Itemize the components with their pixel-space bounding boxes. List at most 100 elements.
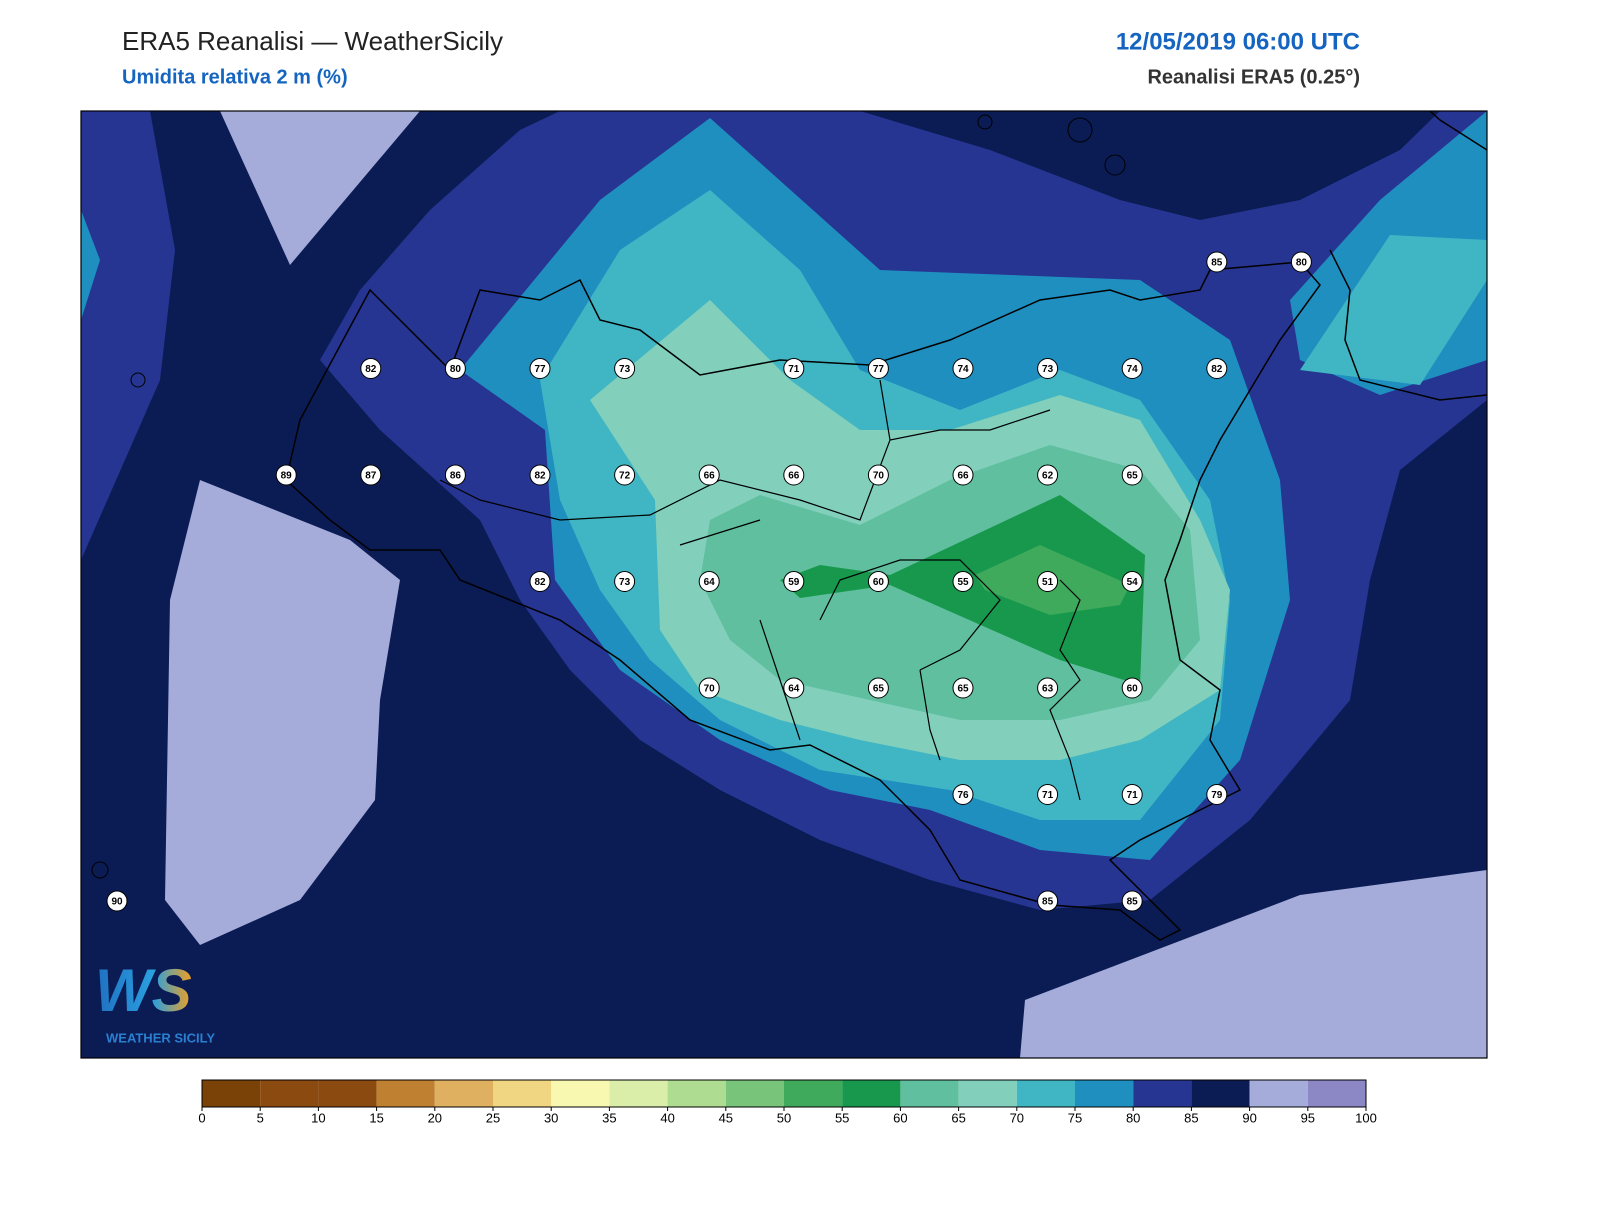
contour <box>165 480 400 945</box>
station-value: 66 <box>704 471 716 482</box>
station-marker <box>1121 464 1143 486</box>
station-marker <box>783 464 805 486</box>
station-value: 73 <box>619 364 631 375</box>
station-value: 79 <box>1211 790 1223 801</box>
station-value: 85 <box>1211 258 1223 269</box>
station-value: 76 <box>957 790 969 801</box>
station-marker <box>1206 251 1228 273</box>
station-value: 51 <box>1042 577 1054 588</box>
station-value: 62 <box>1042 471 1054 482</box>
contour <box>1300 235 1487 385</box>
station-marker <box>1290 251 1312 273</box>
station-marker <box>783 677 805 699</box>
title: ERA5 Reanalisi — WeatherSicily <box>122 26 503 56</box>
station-marker <box>106 890 128 912</box>
station-marker <box>1037 464 1059 486</box>
station-marker <box>1206 784 1228 805</box>
station-marker <box>614 571 636 592</box>
station-value: 77 <box>873 364 885 375</box>
station-marker <box>867 464 889 486</box>
colorbar-tick-label: 40 <box>660 1110 674 1125</box>
colorbar-tick-label: 80 <box>1126 1110 1140 1125</box>
station-value: 80 <box>1296 258 1308 269</box>
colorbar-tick-label: 20 <box>428 1110 442 1125</box>
station-marker <box>275 464 297 486</box>
station-marker <box>952 677 974 699</box>
station-value: 64 <box>704 577 716 588</box>
station-value: 85 <box>1127 897 1139 908</box>
subtitle: Umidita relativa 2 m (%) <box>122 66 348 88</box>
coastline <box>1329 111 1487 401</box>
station-value: 54 <box>1127 577 1139 588</box>
colorbar-tick-label: 55 <box>835 1110 849 1125</box>
colorbar-tick-label: 60 <box>893 1110 907 1125</box>
station-value: 66 <box>788 471 800 482</box>
station-marker <box>867 571 889 592</box>
colorbar-bin <box>1133 1080 1192 1107</box>
station-marker <box>1121 890 1143 912</box>
station-value: 60 <box>1127 684 1139 695</box>
colorbar-tick-label: 0 <box>198 1110 205 1125</box>
station-marker <box>1206 358 1228 379</box>
colorbar-bin <box>1075 1080 1134 1107</box>
station-marker <box>867 677 889 699</box>
logo: WS <box>95 957 192 1024</box>
colorbar-tick-label: 30 <box>544 1110 558 1125</box>
island <box>130 372 146 388</box>
station-value: 66 <box>957 471 969 482</box>
station-value: 82 <box>534 471 546 482</box>
colorbar-bin <box>434 1080 493 1107</box>
colorbar-tick-label: 35 <box>602 1110 616 1125</box>
station-marker <box>1121 784 1143 805</box>
coastline <box>285 261 1321 941</box>
colorbar-tick-label: 85 <box>1184 1110 1198 1125</box>
colorbar-bin <box>551 1080 610 1107</box>
station-value: 73 <box>619 577 631 588</box>
colorbar-tick-label: 95 <box>1301 1110 1315 1125</box>
colorbar-bin <box>1016 1080 1075 1107</box>
colorbar-bin <box>667 1080 726 1107</box>
station-marker <box>444 358 466 379</box>
station-value: 73 <box>1042 364 1054 375</box>
colorbar-tick-label: 90 <box>1242 1110 1256 1125</box>
contour <box>81 210 100 320</box>
station-marker <box>360 464 382 486</box>
station-marker <box>614 358 636 379</box>
station-marker <box>1121 358 1143 379</box>
station-marker <box>529 571 551 592</box>
station-value: 71 <box>788 364 800 375</box>
colorbar-bin <box>784 1080 843 1107</box>
colorbar-tick-label: 70 <box>1010 1110 1024 1125</box>
station-marker <box>698 677 720 699</box>
colorbar-bin <box>1191 1080 1250 1107</box>
station-value: 63 <box>1042 684 1054 695</box>
island <box>1067 117 1093 143</box>
station-marker <box>952 571 974 592</box>
station-value: 74 <box>1127 364 1139 375</box>
colorbar-bin <box>609 1080 668 1107</box>
station-marker <box>867 358 889 379</box>
colorbar-bin <box>1249 1080 1308 1107</box>
station-value: 85 <box>1042 897 1054 908</box>
station-marker <box>1037 571 1059 592</box>
source: Reanalisi ERA5 (0.25°) <box>1147 66 1360 88</box>
colorbar-bin <box>842 1080 901 1107</box>
station-marker <box>783 358 805 379</box>
station-marker <box>1121 571 1143 592</box>
colorbar-tick-label: 100 <box>1355 1110 1377 1125</box>
colorbar-tick-label: 15 <box>369 1110 383 1125</box>
contour <box>1020 870 1487 1058</box>
colorbar-bin <box>493 1080 552 1107</box>
station-value: 87 <box>365 471 377 482</box>
station-value: 72 <box>619 471 631 482</box>
station-value: 60 <box>873 577 885 588</box>
station-marker <box>360 358 382 379</box>
station-marker <box>952 464 974 486</box>
stations: 85 80 82 80 77 73 71 77 74 73 74 82 89 87 86 82 72 66 66 70… <box>106 251 1312 912</box>
station-marker <box>698 464 720 486</box>
contour <box>81 111 175 560</box>
station-value: 65 <box>1127 471 1139 482</box>
colorbar-bin <box>725 1080 784 1107</box>
station-marker <box>1037 784 1059 805</box>
